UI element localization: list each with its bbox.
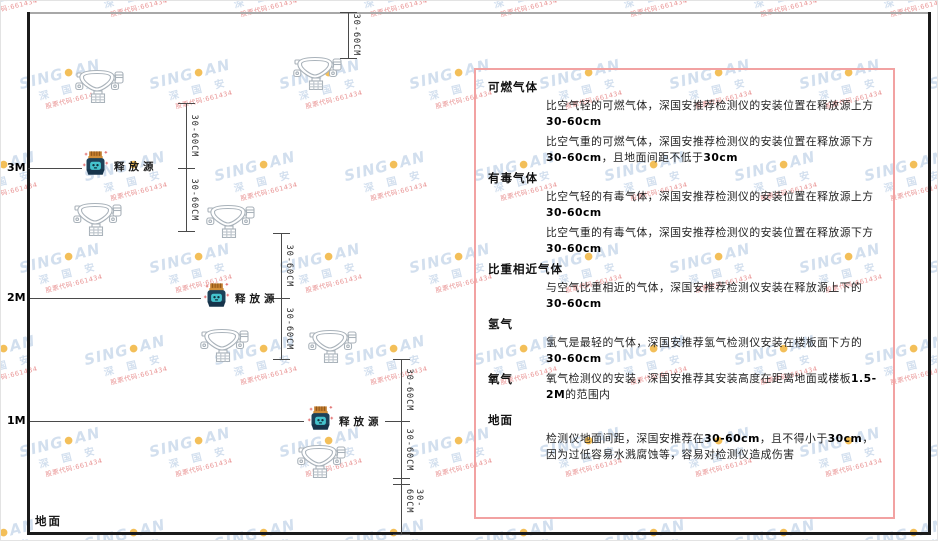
panel-section: 地面检测仪地面间距，深国安推荐在30-60cm，且不得小于30cm，因为过低容易…: [488, 412, 881, 462]
gas-detector-glyph: [206, 204, 255, 239]
dimension-label: 30-60CM: [189, 178, 199, 221]
floor-line: [27, 532, 931, 535]
gas-detector-glyph: [75, 69, 124, 104]
gas-detector-glyph: [293, 56, 342, 91]
section-paragraph: 比空气重的有毒气体，深国安推荐检测仪的安装位置在释放源下方30-60cm: [546, 226, 874, 255]
panel-section: 可燃气体 比空气轻的可燃气体，深国安推荐检测仪的安装位置在释放源上方30-60cm…: [488, 79, 881, 165]
section-heading: 氢气: [488, 317, 513, 331]
gas-detector-icon: [200, 327, 250, 363]
dimension-label: 30-60CM: [404, 428, 414, 471]
level-line: [28, 168, 82, 169]
right-wall-line: [928, 12, 931, 535]
dimension-label: 30-60CM: [404, 489, 424, 514]
dimension-tick: [178, 103, 195, 104]
gas-detector-icon: [206, 203, 256, 239]
dimension-tick: [273, 233, 290, 234]
dimension-tick: [178, 231, 195, 232]
gas-detector-glyph: [297, 444, 346, 479]
section-paragraph: 与空气比重相近的气体，深国安推荐检测仪安装在释放源上下的30-60cm: [546, 281, 863, 310]
dimension-tick: [340, 58, 357, 59]
gas-detector-glyph: [73, 202, 122, 237]
section-paragraph: 比空气重的可燃气体，深国安推荐检测仪的安装位置在释放源下方30-60cm，且地面…: [546, 135, 874, 164]
height-axis-label: 3M: [7, 161, 26, 174]
guideline-panel: 可燃气体 比空气轻的可燃气体，深国安推荐检测仪的安装位置在释放源上方30-60cm…: [474, 68, 895, 519]
release-source-icon: [203, 282, 230, 310]
dimension-tick: [393, 484, 410, 485]
dimension-label: 30-60CM: [189, 114, 199, 157]
panel-section: 有毒气体 比空气轻的有毒气体，深国安推荐检测仪的安装位置在释放源上方30-60cm…: [488, 170, 881, 256]
left-wall-line: [27, 12, 30, 535]
gas-detector-glyph: [308, 329, 357, 364]
dimension-tick: [393, 359, 410, 360]
section-heading: 可燃气体: [488, 80, 538, 94]
gas-detector-icon: [293, 55, 343, 91]
release-source-icon: [307, 405, 334, 433]
dimension-tick: [393, 534, 410, 535]
release-source-icon: [82, 150, 109, 178]
dimension-tick: [273, 359, 290, 360]
release-source-label: 释放源: [235, 293, 279, 305]
dimension-line: [401, 359, 402, 534]
level-line: [30, 421, 304, 422]
section-paragraph: 氧气检测仪的安装，深国安推荐其安装高度在距离地面或楼板1.5-2M的范围内: [546, 372, 877, 401]
panel-section: 比重相近气体与空气比重相近的气体，深国安推荐检测仪安装在释放源上下的30-60c…: [488, 261, 881, 311]
dimension-label: 30-60CM: [284, 307, 294, 350]
ground-label: 地面: [35, 514, 62, 528]
section-heading: 氧气: [488, 372, 513, 386]
dimension-line: [348, 12, 349, 58]
panel-section: 氧气 氧气检测仪的安装，深国安推荐其安装高度在距离地面或楼板1.5-2M的范围内: [488, 371, 881, 407]
release-source-glyph: [82, 150, 109, 175]
gas-detector-icon: [73, 201, 123, 237]
release-source-glyph: [307, 405, 334, 430]
release-source-label: 释放源: [339, 416, 383, 428]
gas-detector-icon: [308, 328, 358, 364]
ceiling-line: [27, 12, 931, 14]
gas-detector-icon: [75, 68, 125, 104]
guideline-panel-content: 可燃气体 比空气轻的可燃气体，深国安推荐检测仪的安装位置在释放源上方30-60cm…: [476, 70, 893, 517]
section-paragraph: 比空气轻的有毒气体，深国安推荐检测仪的安装位置在释放源上方30-60cm: [546, 190, 874, 219]
level-line: [30, 298, 201, 299]
gas-detector-icon: [297, 443, 347, 479]
dimension-label: 30-60CM: [351, 13, 361, 57]
dimension-tick: [393, 421, 410, 422]
release-source-label: 释放源: [114, 161, 158, 173]
section-heading: 地面: [488, 413, 513, 427]
height-axis-label: 1M: [7, 414, 26, 427]
dimension-tick: [273, 298, 290, 299]
section-paragraph: 检测仪地面间距，深国安推荐在30-60cm，且不得小于30cm，因为过低容易水溅…: [546, 432, 874, 461]
dimension-tick: [393, 478, 410, 479]
section-heading: 比重相近气体: [488, 262, 563, 276]
dimension-tick: [178, 168, 195, 169]
dimension-tick: [340, 12, 357, 13]
gas-detector-glyph: [200, 328, 249, 363]
dimension-line: [281, 233, 282, 359]
height-axis-label: 2M: [7, 291, 26, 304]
dimension-label: 30-60CM: [404, 368, 414, 412]
release-source-glyph: [203, 282, 230, 307]
dimension-label: 30-60CM: [284, 244, 294, 287]
section-paragraph: 比空气轻的可燃气体，深国安推荐检测仪的安装位置在释放源上方30-60cm: [546, 99, 874, 128]
section-paragraph: 氢气是最轻的气体，深国安推荐氢气检测仪安装在楼板面下方的30-60cm: [546, 336, 863, 365]
dimension-line: [186, 103, 187, 231]
section-heading: 有毒气体: [488, 171, 538, 185]
panel-section: 氢气氢气是最轻的气体，深国安推荐氢气检测仪安装在楼板面下方的30-60cm: [488, 316, 881, 366]
